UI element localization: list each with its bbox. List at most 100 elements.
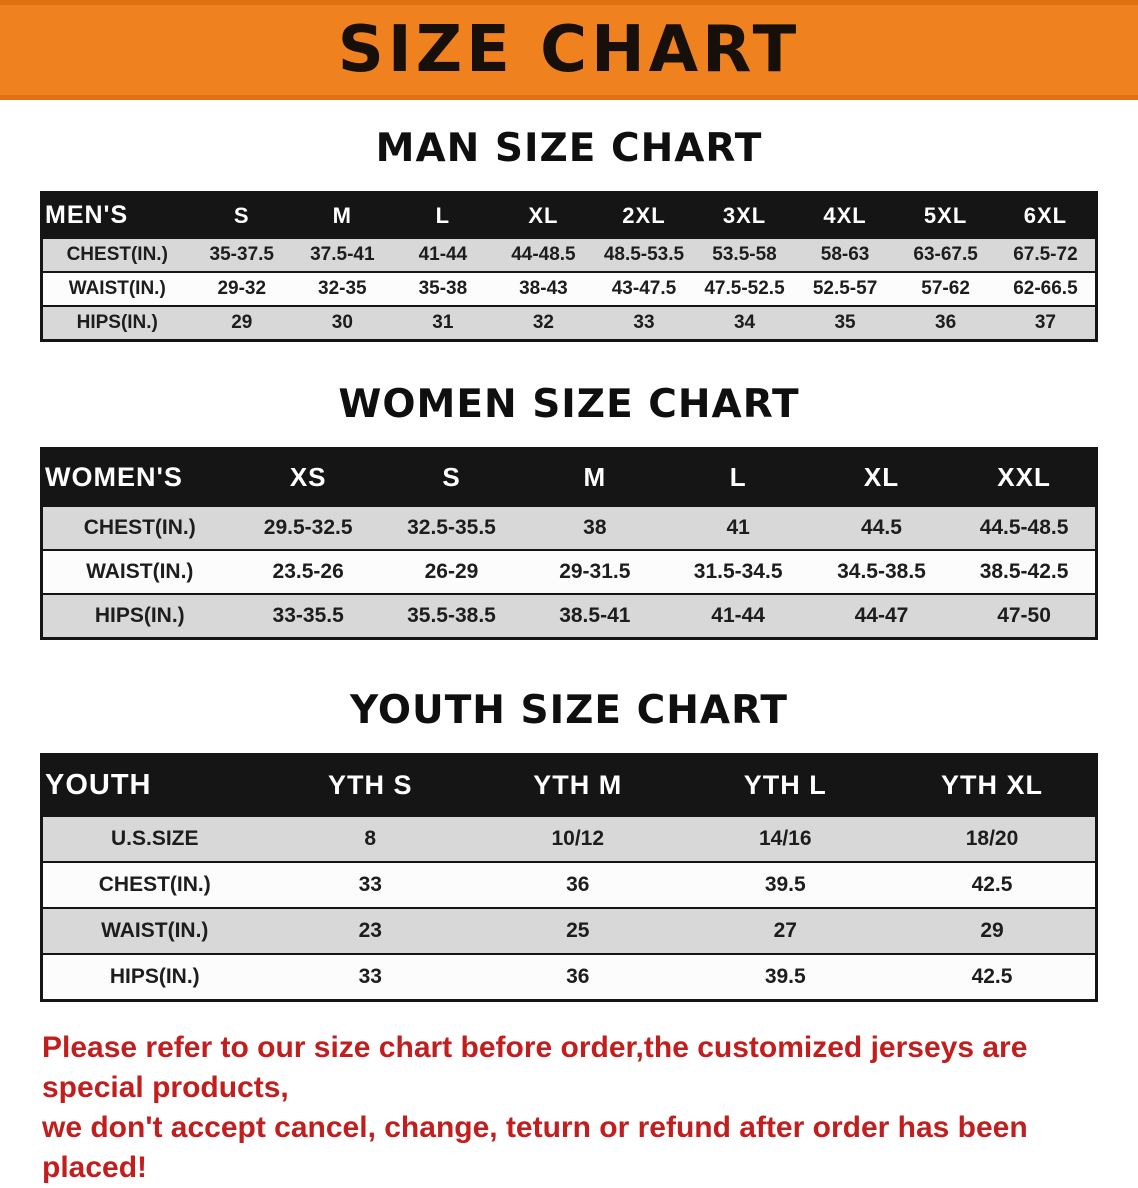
disclaimer: Please refer to our size chart before or… [42,1028,1096,1188]
size-table: YOUTH YTH S YTH M YTH L YTH XL U.S.SIZE 8 10/12… [40,753,1098,1002]
table-row: CHEST(IN.) 33 36 39.5 42.5 [41,861,1097,908]
size-value-cell: 27 [681,907,889,954]
size-column-header: M [523,448,667,506]
size-value-cell: 18/20 [889,815,1097,862]
size-value-cell: 58-63 [794,237,896,272]
size-value-cell: 52.5-57 [794,271,896,306]
size-value-cell: 43-47.5 [593,271,695,306]
size-value-cell: 23.5-26 [236,549,380,594]
size-value-cell: 32-35 [292,271,393,306]
disclaimer-line-2: we don't accept cancel, change, teturn o… [42,1110,1028,1184]
size-column-header: 2XL [593,192,695,238]
size-value-cell: 44-47 [809,593,954,639]
size-column-header: 5XL [895,192,996,238]
size-value-cell: 23 [266,907,474,954]
row-label: CHEST(IN.) [41,237,192,272]
size-value-cell: 33-35.5 [236,593,380,639]
row-label: HIPS(IN.) [41,305,192,341]
size-column-header: 6XL [995,192,1097,238]
table-header-row: YOUTH YTH S YTH M YTH L YTH XL [41,754,1097,816]
row-label: WAIST(IN.) [41,271,192,306]
size-value-cell: 33 [593,305,695,341]
size-chart-section: WOMEN SIZE CHART WOMEN'S XS S M L XL XXL CHEST(I… [0,382,1138,640]
table-header-row: WOMEN'S XS S M L XL XXL [41,448,1097,506]
row-label: U.S.SIZE [41,815,267,862]
size-column-header: YTH XL [889,754,1097,816]
size-value-cell: 31.5-34.5 [666,549,810,594]
size-value-cell: 44.5-48.5 [953,505,1097,550]
size-value-cell: 35-38 [392,271,494,306]
size-value-cell: 62-66.5 [995,271,1097,306]
size-value-cell: 35 [794,305,896,341]
disclaimer-line-1: Please refer to our size chart before or… [42,1031,1028,1104]
table-header-row: MEN'S S M L XL 2XL 3XL 4XL 5XL 6XL [41,192,1097,238]
row-label: HIPS(IN.) [41,953,267,1001]
size-value-cell: 35.5-38.5 [379,593,524,639]
size-value-cell: 32.5-35.5 [379,505,524,550]
size-value-cell: 39.5 [681,953,889,1001]
size-value-cell: 33 [266,953,474,1001]
size-value-cell: 29 [889,907,1097,954]
size-value-cell: 41 [666,505,810,550]
row-label: WAIST(IN.) [41,549,237,594]
row-label: CHEST(IN.) [41,861,267,908]
size-chart-section: MAN SIZE CHART MEN'S S M L XL 2XL 3XL 4XL 5XL 6XL C… [0,126,1138,342]
size-value-cell: 63-67.5 [895,237,996,272]
section-heading: MAN SIZE CHART [375,126,763,171]
size-value-cell: 14/16 [681,815,889,862]
table-row: CHEST(IN.) 35-37.5 37.5-41 41-44 44-48.5 48.5… [41,237,1097,272]
size-value-cell: 39.5 [681,861,889,908]
size-value-cell: 42.5 [889,861,1097,908]
size-column-header: M [292,192,393,238]
size-value-cell: 25 [474,907,682,954]
size-value-cell: 35-37.5 [191,237,293,272]
size-value-cell: 47.5-52.5 [694,271,795,306]
size-column-header: XS [236,448,380,506]
size-value-cell: 44-48.5 [493,237,594,272]
table-corner-label: WOMEN'S [41,448,237,506]
size-value-cell: 42.5 [889,953,1097,1001]
size-column-header: 4XL [794,192,896,238]
size-value-cell: 34.5-38.5 [809,549,954,594]
size-value-cell: 67.5-72 [995,237,1097,272]
size-column-header: YTH L [681,754,889,816]
size-value-cell: 36 [474,861,682,908]
size-value-cell: 37 [995,305,1097,341]
size-value-cell: 38.5-42.5 [953,549,1097,594]
size-value-cell: 38 [523,505,667,550]
size-value-cell: 33 [266,861,474,908]
size-chart-section: YOUTH SIZE CHART YOUTH YTH S YTH M YTH L YTH … [0,688,1138,1002]
size-value-cell: 38-43 [493,271,594,306]
table-row: HIPS(IN.) 29 30 31 32 33 34 35 36 37 [41,305,1097,341]
table-row: WAIST(IN.) 29-32 32-35 35-38 38-43 43-47.5 47.… [41,271,1097,306]
size-value-cell: 41-44 [392,237,494,272]
charts-container: MAN SIZE CHART MEN'S S M L XL 2XL 3XL 4XL 5XL 6XL C… [0,126,1138,1002]
size-column-header: S [191,192,293,238]
row-label: CHEST(IN.) [41,505,237,550]
table-row: CHEST(IN.) 29.5-32.5 32.5-35.5 38 41 44.5 44.5… [41,505,1097,550]
table-row: U.S.SIZE 8 10/12 14/16 18/20 [41,815,1097,862]
size-value-cell: 26-29 [379,549,524,594]
size-column-header: XL [493,192,594,238]
banner-title: SIZE CHART [337,13,801,87]
table-corner-label: MEN'S [41,192,192,238]
size-value-cell: 57-62 [895,271,996,306]
size-value-cell: 32 [493,305,594,341]
size-value-cell: 47-50 [953,593,1097,639]
table-corner-label: YOUTH [41,754,267,816]
size-value-cell: 44.5 [809,505,954,550]
size-value-cell: 30 [292,305,393,341]
table-row: HIPS(IN.) 33 36 39.5 42.5 [41,953,1097,1001]
size-value-cell: 37.5-41 [292,237,393,272]
size-column-header: L [392,192,494,238]
size-table: WOMEN'S XS S M L XL XXL CHEST(IN.) 29.5-32.5 32.5… [40,447,1098,640]
table-row: WAIST(IN.) 23 25 27 29 [41,907,1097,954]
size-value-cell: 29-31.5 [523,549,667,594]
size-value-cell: 34 [694,305,795,341]
size-column-header: XL [809,448,954,506]
table-row: HIPS(IN.) 33-35.5 35.5-38.5 38.5-41 41-44 44-… [41,593,1097,639]
size-column-header: XXL [953,448,1097,506]
size-table: MEN'S S M L XL 2XL 3XL 4XL 5XL 6XL CHEST(IN.) 35-37… [40,191,1098,342]
size-column-header: YTH S [266,754,474,816]
